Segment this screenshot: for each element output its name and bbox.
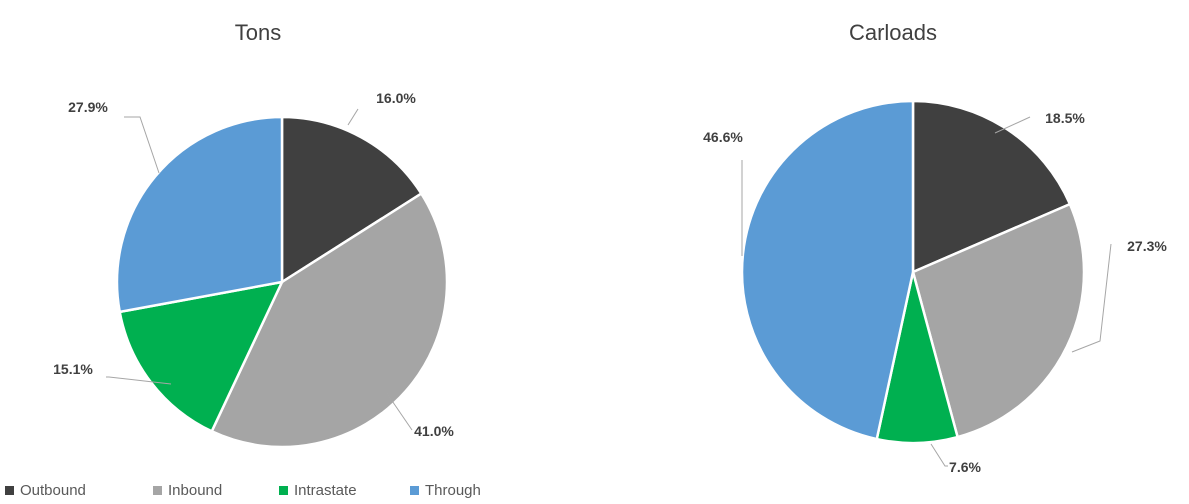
- tons-slice-through: [115, 115, 284, 314]
- tons-pie-chart: Tons 16.0% 41.0% 15.1% 27.9%: [53, 20, 454, 449]
- legend-swatch-inbound: [153, 486, 162, 495]
- legend-swatch-outbound: [5, 486, 14, 495]
- tons-leader-line-intrastate: [106, 376, 172, 385]
- carloads-slice-outbound: [911, 99, 1072, 274]
- carloads-slice-inbound: [911, 202, 1086, 439]
- carloads-data-label-inbound: 27.3%: [1127, 238, 1167, 254]
- carloads-data-label-intrastate: 7.6%: [949, 459, 981, 475]
- tons-data-label-inbound: 41.0%: [414, 423, 454, 439]
- carloads-chart-title: Carloads: [849, 20, 937, 45]
- legend-label-inbound: Inbound: [168, 482, 222, 499]
- legend-swatch-intrastate: [279, 486, 288, 495]
- tons-data-label-intrastate: 15.1%: [53, 361, 93, 377]
- legend-label-intrastate: Intrastate: [294, 482, 357, 499]
- legend-label-outbound: Outbound: [20, 482, 86, 499]
- carloads-leader-line-outbound: [994, 116, 1031, 134]
- tons-leader-line-through: [124, 116, 160, 174]
- tons-chart-title: Tons: [235, 20, 281, 45]
- legend-swatch-through: [410, 486, 419, 495]
- tons-slice-inbound: [210, 191, 449, 449]
- carloads-slice-through: [740, 99, 915, 441]
- legend-item-outbound: Outbound: [5, 482, 86, 499]
- legend-item-through: Through: [410, 482, 481, 499]
- carloads-data-label-outbound: 18.5%: [1045, 110, 1085, 126]
- tons-slice-outbound: [280, 115, 424, 285]
- tons-leader-line-inbound: [385, 391, 413, 431]
- legend-label-through: Through: [425, 482, 481, 499]
- legend-item-inbound: Inbound: [153, 482, 222, 499]
- tons-data-label-outbound: 16.0%: [376, 90, 416, 106]
- carloads-leader-line-intrastate: [930, 443, 948, 467]
- tons-slice-intrastate: [118, 280, 285, 433]
- tons-leader-line-outbound: [347, 108, 359, 126]
- tons-data-label-through: 27.9%: [68, 99, 108, 115]
- legend-item-intrastate: Intrastate: [279, 482, 357, 499]
- carloads-data-label-through: 46.6%: [703, 129, 743, 145]
- carloads-leader-line-inbound: [1071, 243, 1112, 353]
- carloads-pie-chart: Carloads 18.5% 27.3% 7.6% 46.6%: [703, 20, 1167, 475]
- legend: Outbound Inbound Intrastate Through: [5, 482, 481, 499]
